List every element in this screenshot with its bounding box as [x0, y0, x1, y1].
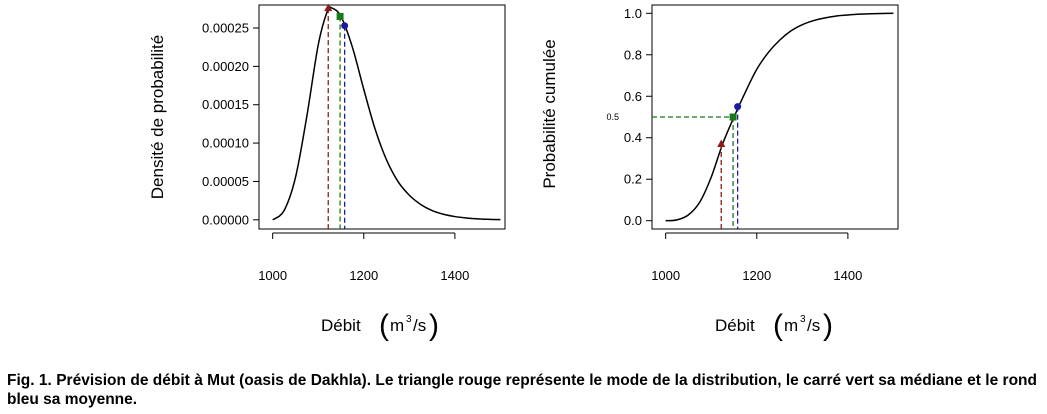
- x-axis-label: Débit (m 3/s): [715, 309, 833, 342]
- cdf-panel: 0.0 0.2 0.4 0.6 0.8 1.0 0.5 1000 1200 1400 Probabi…: [540, 4, 899, 342]
- y-tick-label: 0.00010: [202, 136, 249, 151]
- x-tick-label: 1400: [833, 268, 862, 283]
- unit-paren-open: (: [773, 309, 783, 342]
- unit-rest: /s: [413, 316, 426, 335]
- figure: 0.00000 0.00005 0.00010 0.00015 0.00020 0.000…: [148, 3, 899, 342]
- unit-sup: 3: [800, 314, 806, 325]
- y-axis-label: Densité de probabilité: [148, 35, 167, 199]
- curve-line: [272, 6, 501, 221]
- mean-circle-marker: [734, 103, 742, 111]
- unit-base: m: [390, 316, 404, 335]
- unit-paren-close: ): [429, 309, 439, 342]
- y-tick-label: 0.00025: [202, 21, 249, 36]
- y-tick-label: 0.0: [624, 213, 642, 228]
- unit-sup: 3: [406, 314, 412, 325]
- x-axis-label-text: Débit: [715, 316, 755, 335]
- median-square-marker: [336, 13, 344, 21]
- y-axis-label: Probabilité cumulée: [540, 39, 559, 188]
- x-tick-label: 1400: [440, 268, 469, 283]
- median-square-marker: [729, 113, 737, 121]
- y-tick-label: 1.0: [624, 6, 642, 21]
- unit-rest: /s: [807, 316, 820, 335]
- y-tick-label-small: 0.5: [606, 112, 619, 122]
- curve-line: [665, 12, 894, 222]
- y-tick-label: 0.00005: [202, 174, 249, 189]
- x-tick-label: 1200: [349, 268, 378, 283]
- x-axis-label-text: Débit: [321, 316, 361, 335]
- x-tick-label: 1200: [742, 268, 771, 283]
- unit-paren-close: ): [823, 309, 833, 342]
- y-tick-label: 0.00020: [202, 59, 249, 74]
- mode-triangle-marker: [717, 139, 726, 147]
- y-tick-label: 0.00015: [202, 97, 249, 112]
- x-tick-label: 1000: [258, 268, 287, 283]
- y-tick-label: 0.00000: [202, 212, 249, 227]
- y-tick-label: 0.2: [624, 172, 642, 187]
- y-tick-label: 0.8: [624, 47, 642, 62]
- density-panel: 0.00000 0.00005 0.00010 0.00015 0.00020 0.000…: [148, 3, 506, 342]
- mode-triangle-marker: [324, 3, 333, 12]
- plot-frame: [258, 4, 506, 230]
- x-tick-label: 1000: [651, 268, 680, 283]
- x-axis-label: Débit (m 3/s): [321, 309, 439, 342]
- figure-caption: Fig. 1. Prévision de débit à Mut (oasis …: [7, 372, 1037, 408]
- mean-circle-marker: [341, 22, 349, 30]
- y-tick-label: 0.6: [624, 89, 642, 104]
- unit-paren-open: (: [379, 309, 389, 342]
- y-tick-label: 0.4: [624, 130, 642, 145]
- unit-base: m: [784, 316, 798, 335]
